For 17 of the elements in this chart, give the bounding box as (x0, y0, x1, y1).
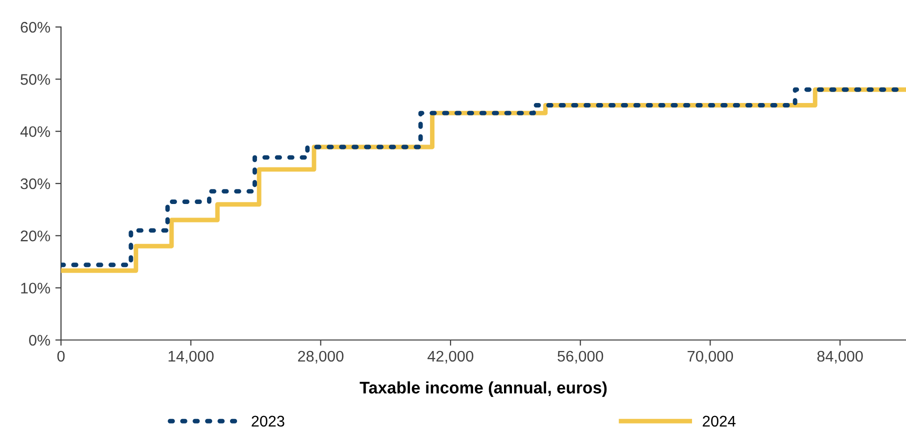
x-tick-label: 84,000 (817, 350, 863, 364)
y-tick-label: 30% (20, 178, 50, 190)
legend-label: 2023 (252, 416, 284, 427)
x-tick-label: 70,000 (688, 350, 733, 364)
x-tick-label: 28,000 (298, 350, 344, 364)
legend-label: 2024 (702, 416, 736, 427)
y-tick-label: 60% (20, 22, 50, 33)
y-tick-label: 0% (29, 334, 50, 346)
x-tick-label: 14,000 (168, 350, 214, 364)
x-axis-title: Taxable income (annual, euros) (360, 381, 607, 397)
x-tick-label: 56,000 (558, 350, 604, 364)
y-tick-label: 50% (20, 74, 50, 85)
y-tick-label: 40% (20, 126, 50, 138)
y-tick-label: 20% (20, 230, 50, 242)
x-tick-label: 42,000 (428, 350, 474, 364)
x-tick-label: 0 (57, 350, 65, 362)
y-tick-label: 10% (21, 282, 50, 294)
